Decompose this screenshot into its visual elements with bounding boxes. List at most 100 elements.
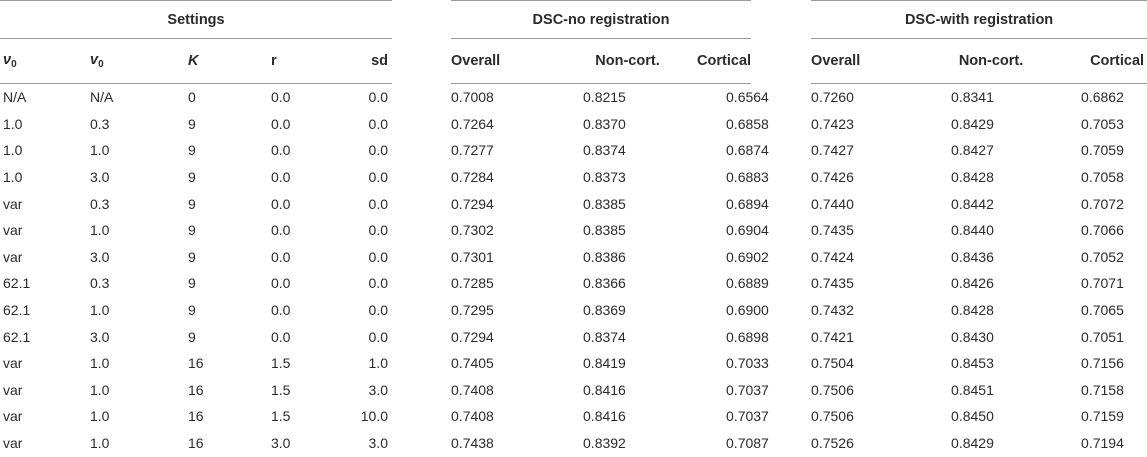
cell-v0: 1.0	[90, 142, 110, 159]
cell-nu0-greek: var	[3, 248, 23, 265]
cell-cortical-no-reg: 0.7037	[726, 381, 769, 398]
cell-k: 9	[188, 195, 196, 212]
cell-sd: 0.0	[368, 115, 389, 132]
cell-r: 0.0	[271, 275, 291, 292]
cell-noncort-with-reg: 0.8427	[951, 142, 994, 159]
cell-cortical-no-reg: 0.6902	[726, 248, 769, 265]
cell-cortical-with-reg: 0.7066	[1081, 222, 1124, 239]
table-row: N/A N/A 0 0.0 0.0 0.7008 0.8215 0.6564 0.7260 0.8…	[0, 84, 1147, 111]
col-header-v0: v0	[87, 38, 174, 84]
cell-nu0-greek: var	[3, 355, 23, 372]
group-settings: Settings	[0, 0, 393, 39]
cell-nu0-greek: 1.0	[3, 115, 23, 132]
cell-cortical-with-reg: 0.7058	[1081, 169, 1124, 186]
cell-noncort-with-reg: 0.8426	[951, 275, 994, 292]
cell-k: 0	[188, 89, 196, 106]
cell-cortical-no-reg: 0.6898	[726, 328, 769, 345]
cell-cortical-no-reg: 0.6564	[726, 89, 769, 106]
cell-nu0-greek: 1.0	[3, 169, 23, 186]
cell-v0: 0.3	[90, 275, 110, 292]
table-row: 62.1 0.3 9 0.0 0.0 0.7285 0.8366 0.6889 0.7435 0.…	[0, 270, 1147, 297]
cell-sd: 3.0	[368, 435, 389, 452]
table-body: N/A N/A 0 0.0 0.0 0.7008 0.8215 0.6564 0.7260 0.8…	[0, 84, 1147, 457]
cell-noncort-no-reg: 0.8370	[583, 115, 626, 132]
cell-noncort-no-reg: 0.8374	[583, 142, 626, 159]
cell-sd: 0.0	[368, 248, 389, 265]
cell-k: 9	[188, 115, 196, 132]
cell-r: 0.0	[271, 169, 291, 186]
cell-cortical-no-reg: 0.7087	[726, 435, 769, 452]
cell-noncort-with-reg: 0.8436	[951, 248, 994, 265]
cell-v0: 3.0	[90, 328, 110, 345]
cell-cortical-with-reg: 0.7156	[1081, 355, 1124, 372]
cell-k: 9	[188, 328, 196, 345]
cell-gap	[392, 323, 451, 350]
cell-sd: 10.0	[360, 408, 389, 425]
cell-overall-no-reg: 0.7285	[451, 275, 494, 292]
table-row: var 0.3 9 0.0 0.0 0.7294 0.8385 0.6894 0.7440 0.8…	[0, 190, 1147, 217]
cell-gap	[392, 137, 451, 164]
cell-gap	[392, 377, 451, 404]
cell-cortical-with-reg: 0.7051	[1081, 328, 1124, 345]
cell-gap	[392, 244, 451, 271]
cell-nu0-greek: var	[3, 408, 23, 425]
cell-overall-with-reg: 0.7435	[811, 222, 854, 239]
cell-sd: 1.0	[368, 355, 389, 372]
cell-k: 9	[188, 169, 196, 186]
cell-noncort-no-reg: 0.8373	[583, 169, 626, 186]
cell-sd: 0.0	[368, 195, 389, 212]
col-header-cortical-with-reg: Cortical	[1051, 38, 1147, 84]
cell-r: 1.5	[271, 408, 291, 425]
cell-noncort-no-reg: 0.8416	[583, 408, 626, 425]
cell-noncort-no-reg: 0.8366	[583, 275, 626, 292]
cell-sd: 0.0	[368, 275, 389, 292]
cell-sd: 0.0	[368, 142, 389, 159]
cell-cortical-no-reg: 0.7037	[726, 408, 769, 425]
cell-overall-no-reg: 0.7008	[451, 89, 494, 106]
col-header-cortical-no-reg: Cortical	[686, 38, 752, 84]
cell-noncort-with-reg: 0.8430	[951, 328, 994, 345]
cell-r: 0.0	[271, 222, 291, 239]
group-dsc-with-registration: DSC-with registration	[811, 0, 1147, 39]
cell-cortical-with-reg: 0.6862	[1081, 89, 1124, 106]
cell-cortical-no-reg: 0.7033	[726, 355, 769, 372]
cell-nu0-greek: 62.1	[3, 275, 31, 292]
cell-v0: 1.0	[90, 222, 110, 239]
cell-k: 9	[188, 222, 196, 239]
cell-overall-with-reg: 0.7526	[811, 435, 854, 452]
cell-noncort-no-reg: 0.8369	[583, 302, 626, 319]
table-row: 62.1 1.0 9 0.0 0.0 0.7295 0.8369 0.6900 0.7432 0.…	[0, 297, 1147, 324]
table-row: 1.0 0.3 9 0.0 0.0 0.7264 0.8370 0.6858 0.7423 0.8…	[0, 111, 1147, 138]
cell-overall-no-reg: 0.7408	[451, 408, 494, 425]
cell-overall-no-reg: 0.7301	[451, 248, 494, 265]
cell-v0: 1.0	[90, 435, 110, 452]
cell-v0: 1.0	[90, 355, 110, 372]
cell-k: 9	[188, 275, 196, 292]
cell-r: 0.0	[271, 89, 291, 106]
cell-sd: 0.0	[368, 328, 389, 345]
table-row: var 1.0 16 1.5 10.0 0.7408 0.8416 0.7037 0.7506 0…	[0, 403, 1147, 430]
cell-overall-with-reg: 0.7506	[811, 408, 854, 425]
cell-cortical-no-reg: 0.6904	[726, 222, 769, 239]
cell-cortical-with-reg: 0.7158	[1081, 381, 1124, 398]
table-row: var 1.0 16 1.5 3.0 0.7408 0.8416 0.7037 0.7506 0.…	[0, 377, 1147, 404]
cell-v0: 1.0	[90, 381, 110, 398]
cell-overall-with-reg: 0.7427	[811, 142, 854, 159]
cell-noncort-with-reg: 0.8428	[951, 302, 994, 319]
table-row: 62.1 3.0 9 0.0 0.0 0.7294 0.8374 0.6898 0.7421 0.…	[0, 323, 1147, 350]
group-gap	[751, 1, 811, 39]
cell-gap	[392, 164, 451, 191]
col-header-k: K	[174, 38, 258, 84]
col-header-sd: sd	[345, 38, 393, 84]
cell-noncort-no-reg: 0.8385	[583, 222, 626, 239]
table-row: var 3.0 9 0.0 0.0 0.7301 0.8386 0.6902 0.7424 0.8…	[0, 244, 1147, 271]
cell-overall-with-reg: 0.7421	[811, 328, 854, 345]
col-header-overall-no-reg: Overall	[451, 38, 570, 84]
cell-v0: N/A	[90, 89, 114, 106]
cell-sd: 0.0	[368, 222, 389, 239]
cell-k: 16	[188, 355, 204, 372]
cell-noncort-with-reg: 0.8440	[951, 222, 994, 239]
cell-r: 0.0	[271, 302, 291, 319]
cell-v0: 1.0	[90, 302, 110, 319]
